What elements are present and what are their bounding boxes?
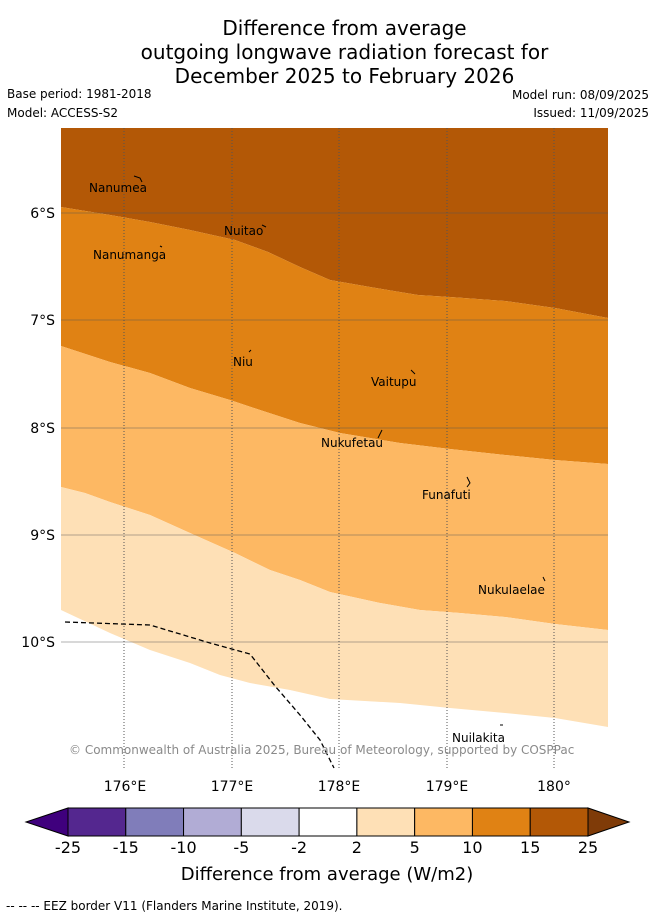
colorbar-segment--10-to--5 [183, 807, 242, 837]
band-15-25 [61, 128, 608, 318]
nanumea-island [133, 175, 143, 183]
band-2-5 [61, 487, 608, 727]
place-nanumanga: Nanumanga [93, 248, 166, 262]
model-name: Model: ACCESS-S2 [7, 106, 119, 120]
colorbar-tick-label: 5 [410, 838, 420, 857]
band-5-10 [61, 346, 608, 630]
colorbar-segment--15-to--10 [125, 807, 185, 837]
colorbar-segment--2-to-2 [298, 807, 358, 837]
map-area: Nanumea Nuitao Nanumanga Niu Vaitupu Nuk… [61, 128, 608, 770]
colorbar-tick-label: 25 [578, 838, 598, 857]
colorbar-segment--25-to--15 [67, 807, 127, 837]
lon-label-178e: 178°E [318, 779, 361, 795]
colorbar-segment-5-to-10 [414, 807, 473, 837]
copyright-notice: © Commonwealth of Australia 2025, Bureau… [69, 743, 574, 757]
place-nuitao: Nuitao [224, 224, 263, 238]
lon-label-176e: 176°E [104, 779, 147, 795]
colorbar-extend-low [24, 807, 69, 837]
title-line-3: December 2025 to February 2026 [174, 64, 515, 88]
place-nuilakita: Nuilakita [452, 731, 505, 745]
nukufetau-island [377, 429, 383, 439]
band-10-15 [61, 207, 608, 464]
lon-label-179e: 179°E [426, 779, 469, 795]
colorbar-tick-label: -5 [233, 838, 249, 857]
colorbar-title: Difference from average (W/m2) [181, 864, 473, 885]
title-line-1: Difference from average [222, 16, 467, 40]
colorbar-tick-label: -15 [113, 838, 139, 857]
place-funafuti: Funafuti [422, 488, 471, 502]
nukulaelae-island [542, 576, 546, 582]
colorbar-tick-label: 2 [352, 838, 362, 857]
island-outlines [133, 175, 546, 726]
gridlines [61, 128, 608, 770]
longitude-labels: 176°E 177°E 178°E 179°E 180° [104, 779, 571, 795]
latitude-labels: 6°S 7°S 8°S 9°S 10°S [21, 206, 55, 651]
model-run: Model run: 08/09/2025 [511, 88, 649, 102]
place-nukulaelae: Nukulaelae [478, 583, 545, 597]
lon-label-180: 180° [537, 779, 571, 795]
lat-label-7s: 7°S [30, 313, 55, 329]
eez-border [64, 621, 335, 769]
lat-label-10s: 10°S [21, 635, 55, 651]
title-line-2: outgoing longwave radiation forecast for [140, 40, 549, 64]
issued-date: Issued: 11/09/2025 [533, 106, 649, 120]
lon-label-177e: 177°E [211, 779, 254, 795]
colorbar-tick-label: -10 [170, 838, 196, 857]
place-nukufetau: Nukufetau [321, 436, 383, 450]
lat-label-6s: 6°S [30, 206, 55, 222]
colorbar-segment-10-to-15 [471, 807, 531, 837]
place-niu: Niu [233, 355, 253, 369]
nanumanga-island [159, 245, 163, 248]
colorbar-tick-label: 15 [520, 838, 540, 857]
base-period: Base period: 1981-2018 [7, 87, 152, 101]
eez-footnote: -- -- -- EEZ border V11 (Flanders Marine… [6, 899, 343, 913]
colorbar-tick-label: -2 [291, 838, 307, 857]
colorbar-tick-label: -25 [55, 838, 81, 857]
funafuti-island [466, 476, 471, 488]
lat-label-8s: 8°S [30, 421, 55, 437]
colorbar-segment-15-to-25 [529, 807, 589, 837]
niu-island [248, 349, 252, 353]
colorbar-segment--5-to--2 [240, 807, 300, 837]
vaitupu-island [410, 369, 416, 375]
colorbar-segment-2-to-5 [356, 807, 416, 837]
nuitao-island [261, 224, 267, 228]
colorbar: -25 -15 -10 -5 -2 2 5 10 15 25 [24, 807, 631, 857]
map-title: Difference from average outgoing longwav… [0, 16, 655, 88]
place-vaitupu: Vaitupu [371, 375, 417, 389]
colorbar-extend-high [587, 807, 631, 837]
lat-label-9s: 9°S [30, 528, 55, 544]
place-nanumea: Nanumea [89, 181, 147, 195]
colorbar-tick-label: 10 [462, 838, 482, 857]
place-labels: Nanumea Nuitao Nanumanga Niu Vaitupu Nuk… [89, 181, 545, 745]
